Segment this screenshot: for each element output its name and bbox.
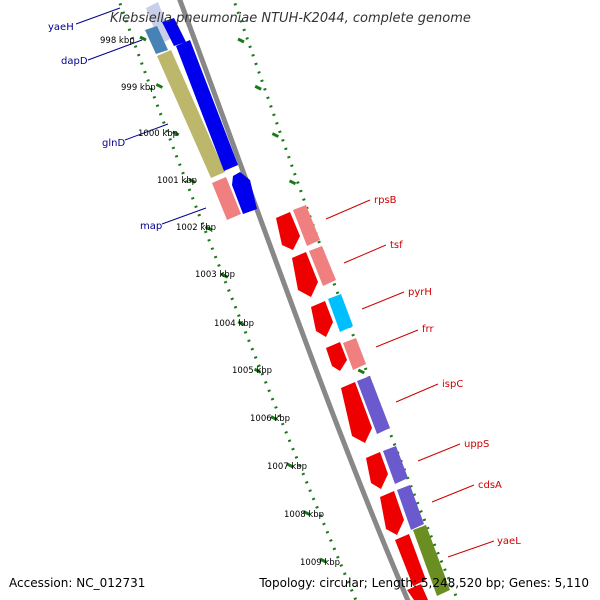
major-tick <box>237 320 245 327</box>
gene-label-cdsA[interactable]: cdsA <box>478 480 502 491</box>
accession-text: Accession: NC_012731 <box>9 576 145 590</box>
tick-label: 998 kbp <box>100 36 135 46</box>
cds-pyrH-red[interactable] <box>311 301 333 337</box>
major-tick <box>288 179 297 186</box>
gene-label-map[interactable]: map <box>140 221 162 232</box>
gene-label-ispC[interactable]: ispC <box>442 379 463 390</box>
tick-labels: 998 kbp 999 kbp 1000 kbp 1001 kbp 1002 k… <box>100 36 340 568</box>
gene-label-tsf[interactable]: tsf <box>390 240 403 251</box>
tick-label: 1006 kbp <box>250 414 290 424</box>
outer-tick-track <box>232 0 460 600</box>
cds-yaeH-box[interactable] <box>146 2 172 44</box>
major-tick <box>237 37 245 44</box>
cds-ispC-purple[interactable] <box>357 376 390 434</box>
map-title: Klebsiella pneumoniae NTUH-K2044, comple… <box>110 11 471 26</box>
cds-uppS-purple[interactable] <box>383 446 408 484</box>
cds-map-blue-box[interactable] <box>232 172 257 214</box>
cds-cdsA-red[interactable] <box>380 491 404 535</box>
gene-label-yaeL[interactable]: yaeL <box>497 536 521 547</box>
genome-backbone <box>177 0 411 600</box>
gene-label-yaeH[interactable]: yaeH <box>48 22 74 33</box>
major-tick <box>271 132 280 138</box>
right-features <box>276 205 450 600</box>
cds-cdsA-purple[interactable] <box>397 485 424 530</box>
cds-glnD-olive-box[interactable] <box>157 50 225 178</box>
tick-label: 1004 kbp <box>214 319 254 329</box>
major-tick <box>254 84 262 91</box>
right-gene-labels: rpsB tsf pyrH frr ispC uppS cdsA yaeL <box>374 195 521 547</box>
major-tick <box>221 272 229 279</box>
cds-dapD-steel-box[interactable] <box>145 26 168 54</box>
tick-label: 1001 kbp <box>157 176 197 186</box>
right-leader-lines <box>325 199 495 558</box>
cds-frr-red[interactable] <box>326 342 347 371</box>
major-tick <box>357 368 365 375</box>
major-tick <box>302 510 311 516</box>
major-tick <box>172 130 180 137</box>
cds-ispC-red[interactable] <box>341 382 372 443</box>
gene-label-frr[interactable]: frr <box>422 324 434 335</box>
cds-glnD-blue-box[interactable] <box>176 40 238 171</box>
left-gene-labels: yaeH dapD glnD map <box>48 22 162 232</box>
major-tick <box>139 35 147 42</box>
left-features <box>145 2 257 220</box>
cds-rpsB-pink[interactable] <box>293 205 320 246</box>
left-leader-lines <box>75 7 207 225</box>
tick-label: 1008 kbp <box>284 510 324 520</box>
cds-tsf-pink[interactable] <box>309 246 336 286</box>
major-tick <box>188 178 196 184</box>
gene-label-pyrH[interactable]: pyrH <box>408 287 432 298</box>
gene-label-rpsB[interactable]: rpsB <box>374 195 397 206</box>
cds-pyrH-cyan[interactable] <box>328 294 353 332</box>
cds-yaeL-red[interactable] <box>395 534 426 586</box>
major-tick <box>204 225 213 232</box>
major-tick <box>270 415 278 421</box>
cds-dapD-blue-box[interactable] <box>162 18 186 46</box>
cds-extra-red[interactable] <box>407 584 428 600</box>
gene-label-glnD[interactable]: glnD <box>102 138 125 149</box>
cds-rpsB-red[interactable] <box>276 212 300 250</box>
tick-label: 1002 kbp <box>176 223 216 233</box>
inner-tick-track <box>117 0 358 600</box>
gene-label-dapD[interactable]: dapD <box>61 56 88 67</box>
major-tick <box>319 557 327 564</box>
major-tick <box>253 367 262 374</box>
cds-yaeL-green[interactable] <box>413 525 450 596</box>
tick-label: 1005 kbp <box>232 366 272 376</box>
cds-frr-pink[interactable] <box>343 338 366 370</box>
tick-label: 1000 kbp <box>138 129 178 139</box>
major-tick <box>286 462 294 469</box>
tick-label: 1007 kbp <box>267 462 307 472</box>
tick-label: 1003 kbp <box>195 270 235 280</box>
cds-tsf-red[interactable] <box>292 252 318 297</box>
major-tick <box>155 83 164 89</box>
cds-map-pink-box[interactable] <box>212 177 241 220</box>
gene-label-uppS[interactable]: uppS <box>464 439 489 450</box>
tick-label: 1009 kbp <box>300 558 340 568</box>
cds-uppS-red[interactable] <box>366 452 388 489</box>
tick-label: 999 kbp <box>121 83 156 93</box>
genome-summary-text: Topology: circular; Length: 5,248,520 bp… <box>258 576 589 590</box>
